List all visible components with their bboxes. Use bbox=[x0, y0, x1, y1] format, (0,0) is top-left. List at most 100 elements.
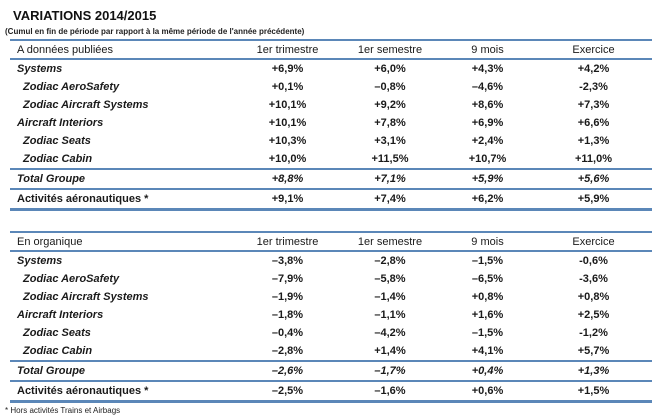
cell-value: –1,9% bbox=[271, 291, 304, 303]
cell-value: –1,1% bbox=[374, 309, 406, 321]
table-row: Zodiac AeroSafety –7,9% –5,8% –6,5% -3,6% bbox=[10, 270, 652, 288]
table-header-row: A données publiées 1er trimestre 1er sem… bbox=[10, 39, 652, 60]
row-label: Zodiac Aircraft Systems bbox=[23, 291, 149, 303]
cell-value: –2,8% bbox=[271, 345, 304, 357]
cell-value: +10,3% bbox=[268, 135, 307, 147]
table-row: Total Groupe +8,8% +7,1% +5,9% +5,6% bbox=[10, 168, 652, 190]
cell-value: –5,8% bbox=[374, 273, 406, 285]
cell-value: +0,4% bbox=[471, 365, 504, 377]
row-label: Systems bbox=[17, 255, 63, 267]
table-row: Zodiac Cabin –2,8% +1,4% +4,1% +5,7% bbox=[10, 342, 652, 360]
cell-value: -2,3% bbox=[579, 81, 608, 93]
row-label: Activités aéronautiques * bbox=[17, 385, 149, 397]
row-label: Total Groupe bbox=[17, 173, 86, 185]
column-header-1er-semestre: 1er semestre bbox=[357, 43, 423, 56]
footnote: * Hors activités Trains et Airbags bbox=[5, 406, 121, 415]
cell-value: +0,8% bbox=[471, 291, 504, 303]
row-label: Activités aéronautiques * bbox=[17, 193, 149, 205]
cell-value: –3,8% bbox=[271, 255, 304, 267]
cell-value: –2,5% bbox=[271, 385, 304, 397]
cell-value: +10,0% bbox=[268, 153, 307, 165]
cell-value: +9,1% bbox=[271, 193, 304, 205]
cell-value: +6,2% bbox=[471, 193, 504, 205]
column-header-9-mois: 9 mois bbox=[471, 43, 504, 56]
cell-value: –1,7% bbox=[374, 365, 406, 377]
cell-value: +1,3% bbox=[577, 365, 610, 377]
row-label: Zodiac AeroSafety bbox=[23, 81, 120, 93]
row-label: Zodiac Seats bbox=[23, 327, 91, 339]
column-header-1er-trimestre: 1er trimestre bbox=[256, 43, 319, 56]
cell-value: +4,3% bbox=[471, 63, 504, 75]
row-label: Aircraft Interiors bbox=[17, 309, 104, 321]
cell-value: +11,0% bbox=[574, 153, 612, 165]
cell-value: –1,6% bbox=[374, 385, 406, 397]
cell-value: +7,1% bbox=[374, 173, 406, 185]
column-header-exercice: Exercice bbox=[572, 235, 615, 248]
cell-value: +6,9% bbox=[271, 63, 304, 75]
table-donnees-publiees: A données publiées 1er trimestre 1er sem… bbox=[10, 39, 652, 211]
cell-value: –1,5% bbox=[471, 327, 504, 339]
cell-value: +10,1% bbox=[268, 99, 307, 111]
page-subtitle: (Cumul en fin de période par rapport à l… bbox=[5, 27, 305, 36]
table-row: Systems +6,9% +6,0% +4,3% +4,2% bbox=[10, 60, 652, 78]
table-body: Systems +6,9% +6,0% +4,3% +4,2% Zodiac AeroSa… bbox=[10, 60, 652, 208]
cell-value: +4,1% bbox=[471, 345, 504, 357]
table-section-title: A données publiées bbox=[17, 43, 114, 56]
table-row: Systems –3,8% –2,8% –1,5% -0,6% bbox=[10, 252, 652, 270]
page-title: VARIATIONS 2014/2015 bbox=[13, 8, 157, 23]
cell-value: –0,8% bbox=[374, 81, 406, 93]
cell-value: +11,5% bbox=[371, 153, 409, 165]
table-row: Zodiac AeroSafety +0,1% –0,8% –4,6% -2,3% bbox=[10, 78, 652, 96]
cell-value: -1,2% bbox=[579, 327, 608, 339]
cell-value: +6,9% bbox=[471, 117, 504, 129]
cell-value: –1,4% bbox=[374, 291, 406, 303]
cell-value: +1,5% bbox=[577, 385, 610, 397]
row-label: Zodiac Cabin bbox=[23, 153, 93, 165]
cell-value: –0,4% bbox=[271, 327, 304, 339]
table-row: Zodiac Aircraft Systems –1,9% –1,4% +0,8% +0… bbox=[10, 288, 652, 306]
table-en-organique: En organique 1er trimestre 1er semestre … bbox=[10, 231, 652, 403]
cell-value: +4,2% bbox=[577, 63, 610, 75]
table-row: Activités aéronautiques * –2,5% –1,6% +0,6%… bbox=[10, 382, 652, 400]
table-row: Aircraft Interiors –1,8% –1,1% +1,6% +2,5% bbox=[10, 306, 652, 324]
table-row: Aircraft Interiors +10,1% +7,8% +6,9% +6,6% bbox=[10, 114, 652, 132]
cell-value: -3,6% bbox=[579, 273, 608, 285]
row-label: Aircraft Interiors bbox=[17, 117, 104, 129]
cell-value: –4,6% bbox=[471, 81, 504, 93]
table-row: Zodiac Cabin +10,0% +11,5% +10,7% +11,0% bbox=[10, 150, 652, 168]
column-header-9-mois: 9 mois bbox=[471, 235, 504, 248]
cell-value: –1,8% bbox=[271, 309, 304, 321]
cell-value: +3,1% bbox=[374, 135, 406, 147]
cell-value: +6,0% bbox=[374, 63, 406, 75]
cell-value: +8,8% bbox=[271, 173, 304, 185]
cell-value: –7,9% bbox=[271, 273, 304, 285]
cell-value: +1,3% bbox=[577, 135, 610, 147]
table-header-row: En organique 1er trimestre 1er semestre … bbox=[10, 231, 652, 252]
cell-value: +1,4% bbox=[374, 345, 406, 357]
cell-value: +0,1% bbox=[271, 81, 304, 93]
cell-value: +5,9% bbox=[471, 173, 504, 185]
cell-value: +5,6% bbox=[577, 173, 610, 185]
row-label: Total Groupe bbox=[17, 365, 86, 377]
cell-value: +2,4% bbox=[471, 135, 504, 147]
report-page: VARIATIONS 2014/2015 (Cumul en fin de pé… bbox=[0, 8, 671, 420]
column-header-1er-trimestre: 1er trimestre bbox=[256, 235, 319, 248]
cell-value: +7,4% bbox=[374, 193, 406, 205]
column-header-1er-semestre: 1er semestre bbox=[357, 235, 423, 248]
cell-value: –1,5% bbox=[471, 255, 504, 267]
cell-value: –2,6% bbox=[271, 365, 304, 377]
cell-value: -0,6% bbox=[579, 255, 608, 267]
row-label: Systems bbox=[17, 63, 63, 75]
cell-value: +7,3% bbox=[577, 99, 610, 111]
table-row: Activités aéronautiques * +9,1% +7,4% +6,2%… bbox=[10, 190, 652, 208]
table-section-title: En organique bbox=[17, 235, 83, 248]
row-label: Zodiac Cabin bbox=[23, 345, 93, 357]
cell-value: –2,8% bbox=[374, 255, 406, 267]
row-label: Zodiac AeroSafety bbox=[23, 273, 120, 285]
cell-value: +8,6% bbox=[471, 99, 504, 111]
cell-value: +9,2% bbox=[374, 99, 406, 111]
table-row: Zodiac Aircraft Systems +10,1% +9,2% +8,6% +… bbox=[10, 96, 652, 114]
column-header-exercice: Exercice bbox=[572, 43, 615, 56]
cell-value: +1,6% bbox=[471, 309, 504, 321]
cell-value: –6,5% bbox=[471, 273, 504, 285]
